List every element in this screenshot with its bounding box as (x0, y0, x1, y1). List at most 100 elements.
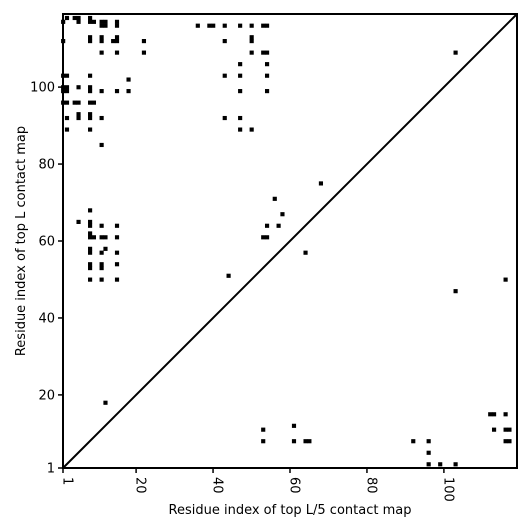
contact-point (291, 423, 297, 428)
contact-point (76, 19, 81, 24)
contact-point (238, 89, 243, 94)
diagonal-line (62, 13, 518, 469)
x-tick-label: 1 (60, 477, 75, 485)
contact-point (88, 115, 93, 121)
contact-point (114, 89, 120, 94)
contact-point (72, 15, 77, 21)
contact-point (103, 246, 108, 251)
contact-point (99, 35, 104, 40)
y-axis-title: Residue index of top L contact map (14, 126, 29, 356)
contact-point (318, 181, 324, 186)
contact-point (222, 73, 227, 78)
y-tick-label: 100 (30, 81, 55, 96)
contact-point (91, 19, 97, 24)
contact-point (249, 127, 254, 132)
contact-point (103, 23, 108, 28)
contact-point (426, 450, 431, 455)
contact-point (64, 89, 70, 94)
contact-point (491, 427, 497, 432)
contact-point (103, 19, 108, 24)
contact-point (76, 115, 81, 121)
contact-point (99, 277, 104, 282)
x-tick-label: 20 (133, 477, 148, 494)
contact-point (88, 250, 93, 255)
contact-point (114, 35, 120, 40)
contact-point (222, 115, 227, 121)
contact-point (249, 50, 254, 55)
contact-point (303, 439, 308, 444)
contact-point (114, 50, 120, 55)
contact-point (291, 439, 297, 444)
contact-point (99, 23, 104, 28)
contact-point (280, 212, 285, 217)
contact-point (261, 23, 266, 28)
contact-point (411, 439, 416, 444)
contact-point (141, 39, 147, 44)
y-tick-label: 40 (38, 311, 55, 326)
contact-point (261, 427, 266, 432)
contact-point (264, 89, 270, 94)
contact-point (226, 273, 231, 278)
contact-point (507, 439, 512, 444)
contact-point (491, 412, 497, 417)
contact-point (141, 50, 147, 55)
contact-point (261, 50, 266, 55)
contact-point (238, 62, 243, 67)
contact-point (195, 23, 200, 28)
contact-point (114, 277, 120, 282)
contact-points (61, 15, 512, 467)
contact-point (264, 235, 270, 240)
contact-point (64, 85, 70, 90)
contact-point (99, 262, 104, 267)
contact-point (249, 23, 254, 28)
contact-point (453, 462, 458, 467)
contact-point (76, 100, 81, 105)
contact-point (91, 235, 97, 240)
x-axis-title: Residue index of top L/5 contact map (169, 503, 412, 518)
contact-point (88, 73, 93, 78)
contact-point (426, 462, 431, 467)
contact-point (88, 246, 93, 251)
contact-point (76, 112, 81, 117)
contact-point (264, 73, 270, 78)
contact-point (88, 208, 93, 213)
contact-point (99, 115, 104, 121)
y-tick-label: 1 (47, 462, 55, 477)
contact-point (238, 23, 243, 28)
contact-point (126, 77, 131, 82)
contact-point (88, 219, 93, 224)
contact-point (76, 15, 81, 21)
contact-point (249, 39, 254, 44)
contact-point (99, 142, 104, 148)
contact-point (64, 100, 70, 105)
contact-point (88, 127, 93, 132)
contact-point (238, 127, 243, 132)
x-tick-label: 80 (363, 477, 378, 494)
contact-point (76, 85, 81, 90)
contact-point (88, 85, 93, 90)
contact-point (88, 15, 93, 21)
contact-point (64, 127, 70, 132)
contact-point (88, 112, 93, 117)
contact-point (88, 277, 93, 282)
contact-point (64, 15, 70, 21)
contact-point (114, 250, 120, 255)
contact-point (76, 219, 81, 224)
contact-point (88, 266, 93, 271)
y-axis: 1 20 40 60 80 100 (30, 81, 63, 477)
contact-point (111, 39, 116, 44)
contact-point (453, 50, 458, 55)
contact-point (207, 23, 212, 28)
contact-point (264, 62, 270, 67)
contact-point (126, 89, 131, 94)
contact-point (272, 196, 277, 201)
contact-point (261, 439, 266, 444)
contact-point (88, 231, 93, 236)
contact-point (99, 89, 104, 94)
contact-point (303, 250, 308, 255)
contact-point (114, 262, 120, 267)
contact-point (211, 23, 216, 28)
contact-point (99, 39, 104, 44)
contact-point (488, 412, 493, 417)
x-tick-label: 100 (440, 477, 455, 502)
